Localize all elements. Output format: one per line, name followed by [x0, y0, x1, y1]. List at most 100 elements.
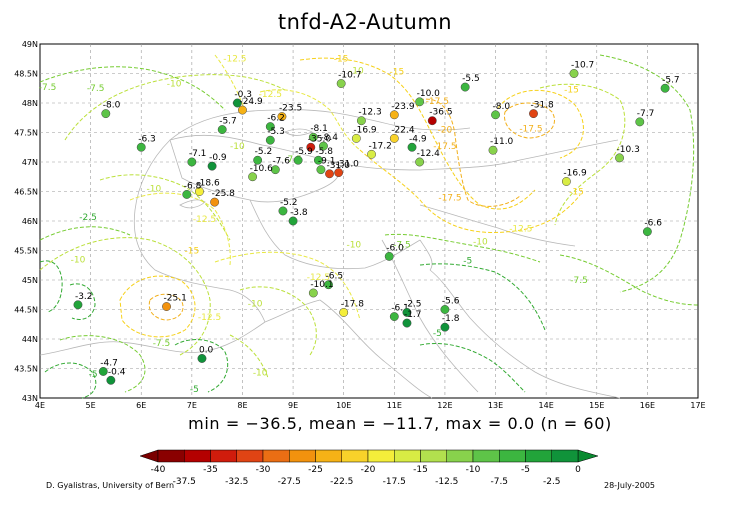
station-marker — [232, 98, 242, 108]
coastline-adriatic-west — [381, 239, 479, 393]
station-label: -10.7 — [571, 61, 594, 71]
x-tick-label: 11E — [387, 401, 402, 410]
station-label: -8.1 — [310, 124, 328, 134]
contour-label: -7.5 — [284, 155, 302, 165]
station-marker — [313, 155, 323, 165]
colorbar-swatch — [236, 449, 264, 463]
station-label: -4.7 — [100, 358, 118, 368]
contour-label: -15 — [389, 68, 404, 78]
station-label: -5.7 — [662, 75, 680, 85]
y-tick-label: 47N — [22, 158, 38, 167]
station-label: -17.8 — [341, 299, 365, 309]
station-marker — [238, 105, 247, 115]
station-marker — [440, 305, 450, 314]
colorbar-tick-label: -17.5 — [383, 477, 406, 487]
contour-label: -15 — [564, 85, 579, 95]
contour-label: -17.5 — [519, 124, 542, 134]
station-label: -7.1 — [189, 149, 207, 159]
contour-label: -15 — [334, 55, 349, 65]
station-marker — [187, 157, 197, 167]
colorbar-tick-label: -30 — [256, 465, 271, 475]
coastline-istria — [419, 239, 433, 271]
station-label: -5.2 — [280, 198, 298, 208]
contour-label: -17.5 — [426, 97, 449, 107]
contour-label: -7.5 — [39, 83, 57, 93]
x-tick-label: 9E — [288, 401, 298, 410]
station-label: -10.7 — [338, 71, 361, 81]
lake-constance — [284, 128, 313, 136]
station-label: -6.2 — [267, 114, 285, 124]
contour-label: -7.5 — [87, 84, 105, 94]
station-label: -8.4 — [320, 133, 338, 143]
colorbar-tick-label: -27.5 — [278, 477, 301, 487]
map-frame: -7.5 -7.5 -10-12.5-12.5-15-10-10 -15-17.5-2… — [14, 40, 705, 410]
x-tick-label: 16E — [640, 401, 655, 410]
date-text: 28-July-2005 — [604, 481, 656, 490]
contour-label: -17.5 — [433, 142, 456, 152]
colorbar-tick-label: -22.5 — [330, 477, 353, 487]
colorbar-swatch — [289, 449, 316, 463]
border-slovenia — [419, 204, 576, 247]
station-marker — [288, 216, 298, 226]
station-marker — [389, 312, 399, 322]
contour-labels: -7.5 -7.5 -10-12.5-12.5-15-10-10 -15-17.5-2… — [39, 55, 588, 395]
colorbar-tick-label: -10 — [466, 465, 481, 475]
station-marker — [182, 190, 192, 199]
station-marker — [367, 149, 376, 159]
y-tick-label: 46.5N — [14, 188, 38, 197]
station-label: -0.4 — [108, 367, 126, 377]
contour-label: -10 — [230, 142, 245, 152]
y-tick-label: 45N — [22, 276, 38, 285]
colorbar-max-arrow — [577, 449, 599, 463]
contour-label: -15 — [569, 187, 584, 197]
station-marker — [427, 116, 437, 126]
station-marker — [306, 142, 316, 152]
station-label: -11.0 — [490, 137, 514, 147]
contour-label: -12.5 — [193, 215, 216, 225]
station-label: -5.9 — [295, 147, 313, 157]
station-marker — [248, 172, 258, 182]
contour-label: -5 — [463, 256, 472, 266]
contour-label: -20 — [438, 126, 453, 136]
contour-label: -10 — [349, 67, 364, 77]
colorbar-tick-label: -25 — [308, 465, 323, 475]
contour-label: -10 — [147, 185, 162, 195]
contour-lines — [39, 54, 699, 399]
y-tick-label: 47.5N — [14, 129, 38, 138]
station-marker — [356, 116, 366, 126]
contour-line — [419, 342, 526, 393]
station-marker — [136, 142, 146, 152]
contour-line — [419, 263, 546, 331]
colorbar-tick-label: -5 — [521, 465, 530, 475]
y-tick-label: 44N — [22, 335, 38, 344]
border-germany — [169, 109, 471, 141]
contour-line — [148, 293, 184, 321]
colorbar-tick-label: -7.5 — [490, 477, 508, 487]
station-marker — [324, 280, 333, 290]
coastline-adriatic-east — [429, 269, 621, 399]
contour-line — [539, 83, 626, 226]
y-tick-label: 48N — [22, 99, 38, 108]
station-label: -2.5 — [404, 299, 422, 309]
contour-label: -12.5 — [307, 273, 330, 283]
colorbar-swatch — [525, 449, 552, 463]
station-label: -5.2 — [255, 147, 273, 157]
contour-line — [99, 174, 231, 241]
colorbar-swatch — [210, 449, 237, 463]
station-label: -16.9 — [353, 125, 377, 135]
colorbar-swatch — [420, 449, 447, 463]
x-tick-label: 6E — [136, 401, 146, 410]
station-marker — [73, 300, 83, 310]
colorbar-swatch — [394, 449, 421, 463]
colorbar-swatch — [341, 449, 369, 463]
coastline-tyrrhenian — [319, 299, 433, 399]
station-marker — [207, 161, 217, 171]
station-label: -35.0 — [308, 134, 332, 144]
contour-line — [419, 98, 521, 207]
station-label: -36.5 — [429, 108, 452, 118]
colorbar-swatch — [446, 449, 474, 463]
colorbar-min-arrow — [139, 449, 159, 463]
station-marker — [460, 82, 470, 92]
summary-statistics: min = −36.5, mean = −11.7, max = 0.0 (n … — [188, 414, 612, 433]
station-marker — [308, 132, 318, 142]
